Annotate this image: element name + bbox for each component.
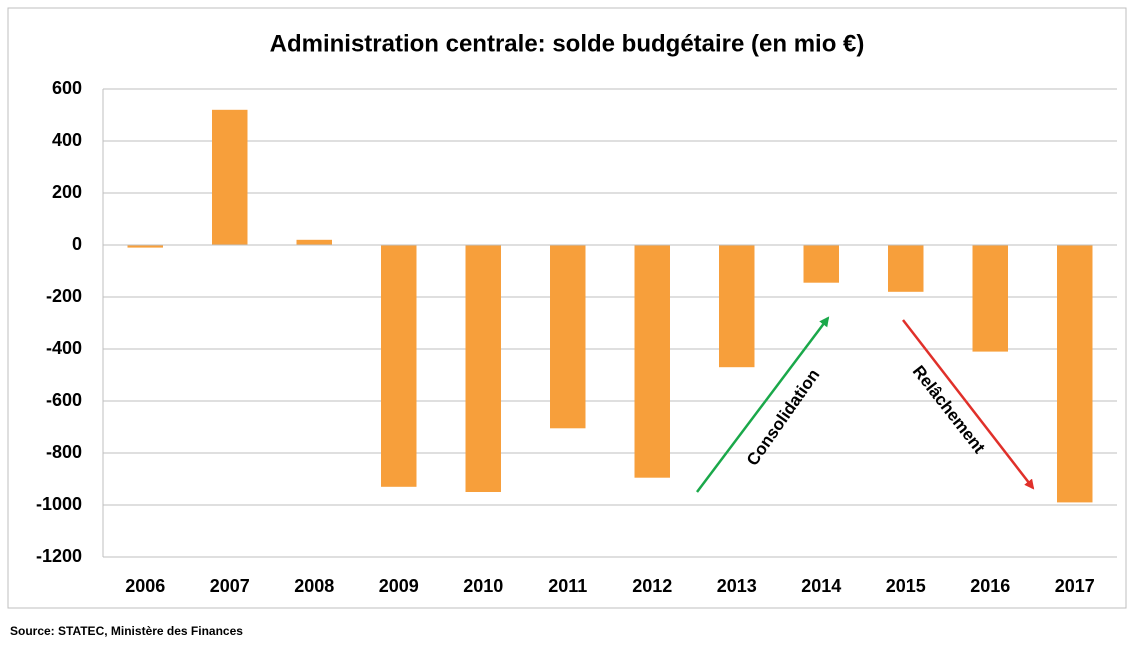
- chart-title: Administration centrale: solde budgétair…: [270, 30, 865, 57]
- x-tick-label: 2011: [548, 576, 587, 596]
- x-tick-label: 2009: [379, 576, 419, 596]
- y-tick-label: 400: [52, 130, 82, 150]
- y-tick-label: -1000: [36, 494, 82, 514]
- source-note: Source: STATEC, Ministère des Finances: [10, 624, 243, 638]
- bar: [127, 245, 163, 248]
- x-tick-label: 2013: [717, 576, 757, 596]
- arrow: [696, 316, 830, 493]
- y-tick-label: -800: [46, 442, 82, 462]
- y-tick-label: -1200: [36, 546, 82, 566]
- bar: [212, 109, 248, 245]
- y-tick-label: -600: [46, 390, 82, 410]
- annotation: Consolidation: [743, 366, 824, 470]
- bar: [888, 245, 924, 292]
- bar: [296, 239, 332, 245]
- y-tick-label: -200: [46, 286, 82, 306]
- bar: [803, 245, 839, 283]
- x-tick-label: 2016: [970, 576, 1010, 596]
- y-tick-label: 600: [52, 78, 82, 98]
- x-tick-label: 2006: [125, 576, 165, 596]
- x-tick-label: 2012: [632, 576, 672, 596]
- arrow: [902, 319, 1035, 490]
- chart-frame: [7, 7, 1127, 609]
- x-tick-label: 2008: [294, 576, 334, 596]
- bar: [550, 245, 586, 429]
- annotation: Relâchement: [909, 362, 989, 457]
- bar: [465, 245, 501, 492]
- x-tick-label: 2014: [801, 576, 841, 596]
- bar: [719, 245, 755, 368]
- y-tick-label: 0: [72, 234, 82, 254]
- x-tick-label: 2007: [210, 576, 250, 596]
- bar: [381, 245, 417, 487]
- x-tick-label: 2010: [463, 576, 503, 596]
- bar: [1057, 245, 1093, 503]
- bar: [972, 245, 1008, 352]
- y-tick-label: -400: [46, 338, 82, 358]
- x-tick-label: 2015: [886, 576, 926, 596]
- y-tick-label: 200: [52, 182, 82, 202]
- x-tick-label: 2017: [1055, 576, 1095, 596]
- bar: [634, 245, 670, 478]
